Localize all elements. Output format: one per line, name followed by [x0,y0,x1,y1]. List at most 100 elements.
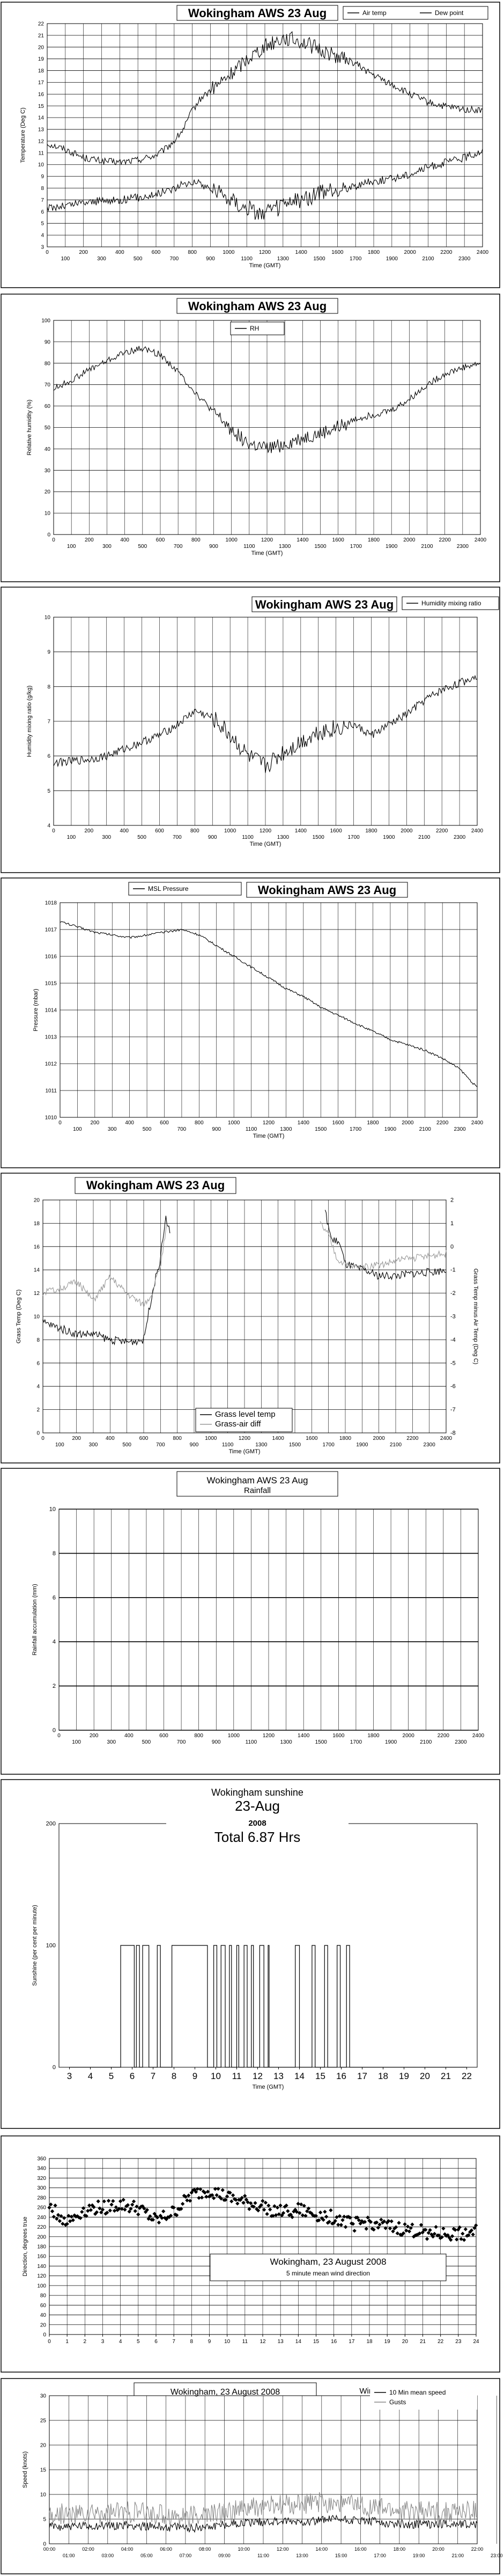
data-point [461,2231,465,2236]
y-axis-label: Direction, degrees true [22,2216,28,2276]
y-tick-label: 100 [46,1943,56,1949]
x-tick-label: 800 [191,537,201,543]
x-tick-label: 400 [106,1436,115,1441]
data-point [188,2199,192,2203]
chart-panel-8: 0204060801001201401601802002202402602803… [1,2135,500,2373]
y-tick-label: 15 [38,104,45,109]
x-tick-label: 17 [349,2339,355,2345]
data-point [471,2233,475,2237]
x-tick-label: 900 [212,1126,221,1132]
x-tick-label: 1400 [295,250,308,255]
data-point [251,2205,256,2209]
x-axis-label: Time (GMT) [251,550,283,557]
data-point [155,2215,160,2220]
y-tick-label: 40 [45,447,51,452]
y-tick-label: 1018 [45,901,57,906]
y-tick-label: 30 [40,2394,47,2399]
chart-panel-4: 1010 1011 1012 1013 1014 1015 1016 1017 1018 0 200… [1,877,500,1168]
x-tick-label: 400 [120,537,129,543]
y-tick-label: 40 [40,2312,47,2318]
data-point [261,2199,265,2203]
y-tick-label: 0 [53,2065,56,2071]
x-tick-label: 2100 [422,256,434,262]
x-tick-label: 21:00 [451,2553,464,2558]
x-tick-label: 13 [273,2071,284,2081]
x-tick-label: 1300 [280,1739,292,1745]
data-point [391,2229,395,2234]
data-point [272,2204,277,2208]
data-point [405,2224,410,2229]
y-tick-label: 260 [37,2205,46,2211]
x-tick-label: 9 [192,2071,197,2081]
y-tick-label: 1016 [45,954,57,960]
x-tick-label: 2300 [454,1126,466,1132]
data-point [114,2205,118,2209]
data-point [229,2199,234,2204]
data-point [66,2214,71,2218]
data-point [340,2218,345,2222]
data-point [410,2222,414,2227]
data-point [157,2220,161,2225]
data-point [351,2222,355,2226]
x-tick-label: 2100 [418,835,431,840]
x-tick-label: 1300 [280,1126,292,1132]
data-point [364,2227,368,2231]
x-tick-label: 1900 [386,256,398,262]
x-tick-label: 16:00 [354,2546,367,2552]
y-tick-label: 6 [53,1594,56,1601]
legend-box [195,1408,293,1432]
x-tick-label: 2200 [436,1120,449,1126]
x-tick-label: 1100 [243,544,255,550]
y-tick-label: 10 [49,1506,56,1513]
y-tick-label: 6 [41,209,44,215]
x-tick-label: 18 [378,2071,388,2081]
data-point [102,2199,106,2204]
legend-label: RH [250,325,259,332]
data-point [94,2210,99,2214]
data-point [321,2218,325,2222]
y-tick-label: 4 [41,233,44,239]
y2-tick-label: -6 [450,1384,456,1390]
data-point [127,2209,131,2214]
y-tick-label: 360 [37,2156,46,2162]
data-point [305,2209,309,2213]
y-tick-label: 50 [45,425,51,431]
x-tick-label: 500 [142,1739,151,1745]
data-point [383,2226,388,2230]
data-point [362,2220,367,2224]
y-tick-label: 9 [47,649,50,655]
y-axis-label: Grass Temp (Deg C) [16,1290,22,1344]
data-point [284,2203,288,2208]
y-tick-label: 8 [36,1337,40,1343]
x-tick-label: 10 [211,2071,221,2081]
x-tick-label: 2400 [477,250,489,255]
data-point [51,2214,56,2219]
x-tick-label: 19:00 [413,2553,425,2558]
x-tick-label: 2000 [404,250,417,255]
data-point [324,2214,329,2219]
data-point [71,2218,75,2222]
x-tick-label: 19 [384,2339,391,2345]
series-line-2 [42,1224,167,1308]
x-tick-label: 800 [194,1733,203,1739]
data-point [299,2202,303,2207]
x-tick-label: 600 [155,828,164,834]
x-tick-label: 20 [420,2071,430,2081]
data-point [96,2199,100,2204]
x-tick-label: 2300 [458,256,471,262]
x-tick-label: 02:00 [82,2546,94,2552]
y-tick-label: 4 [36,1384,40,1390]
y-tick-label: 320 [37,2176,46,2182]
x-tick-label: 24 [473,2339,479,2345]
y-tick-label: 1011 [45,1088,57,1094]
y-tick-label: 9 [41,174,44,180]
legend-label: MSL Pressure [148,885,189,892]
y-tick-label: 18 [34,1221,40,1227]
y-tick-label: 200 [46,1821,56,1827]
data-point [355,2215,360,2220]
x-tick-label: 12 [253,2071,263,2081]
x-tick-label: 700 [174,544,183,550]
y-tick-label: 6 [36,1360,40,1366]
